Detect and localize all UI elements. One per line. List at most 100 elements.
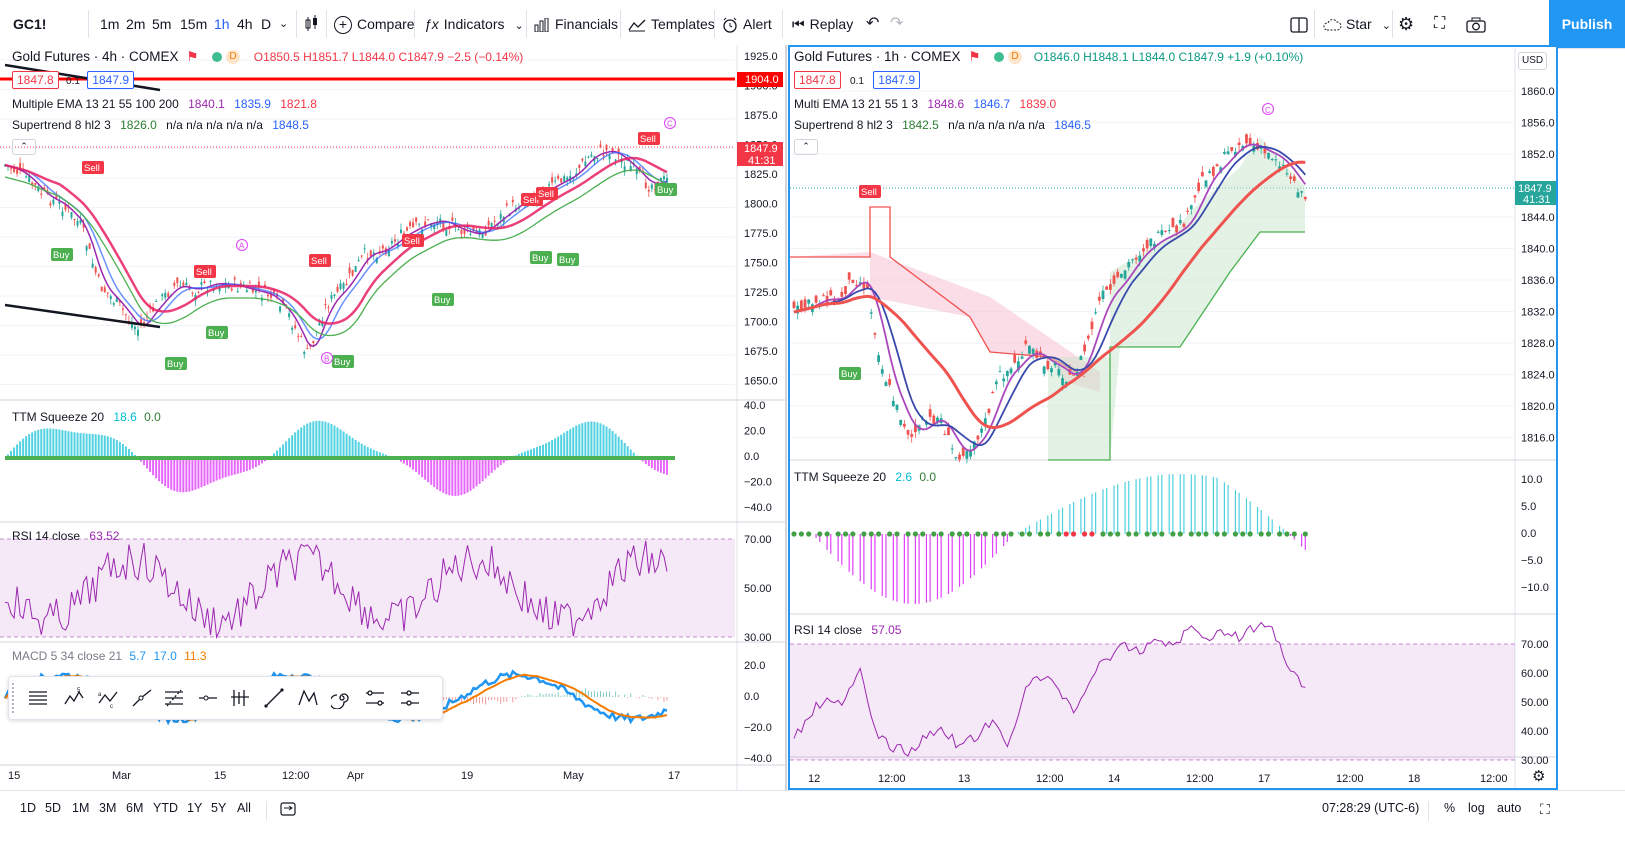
interval-5m[interactable]: 5m [152,16,172,32]
candle-body [1090,321,1094,330]
left-macd-legend[interactable]: MACD 5 34 close 21 5.7 17.0 11.3 [12,648,207,664]
projection-icon[interactable] [131,687,153,709]
left-rsi-legend[interactable]: RSI 14 close 63.52 [12,528,119,544]
red-flag-icon[interactable]: ⚑ [186,49,199,64]
left-chart-canvas[interactable]: 1925.01900.01875.01850.01825.01800.01775… [0,45,785,790]
redo-icon[interactable]: ↷ [890,15,904,32]
alert-button[interactable]: Alert [722,10,772,38]
elliott-wave-abc-icon[interactable]: ac [97,687,119,709]
ttm-squeeze-dot [1126,531,1132,537]
range-All[interactable]: All [237,801,251,815]
chart-style-candles-icon[interactable] [304,10,320,38]
range-1M[interactable]: 1M [72,801,90,815]
financials-button[interactable]: Financials [534,10,618,38]
right-chart-pane[interactable]: 1860.01856.01852.01848.01844.01840.01836… [788,45,1558,790]
candle-body [209,280,212,282]
divider [414,10,415,38]
indicators-button[interactable]: ƒx Indicators ⌄ [424,10,524,38]
layout-menu-button[interactable]: Star ⌄ [1322,10,1391,38]
log-toggle[interactable]: log [1468,801,1485,815]
auto-toggle[interactable]: auto [1497,801,1522,815]
goto-date-icon[interactable] [280,801,296,820]
collapse-legend-chevron-up-icon[interactable]: ⌃ [12,139,36,155]
range-YTD[interactable]: YTD [153,801,178,815]
candle-body [638,166,641,171]
interval-chevron-down-icon[interactable]: ⌄ [279,18,289,30]
compare-button[interactable]: + Compare [334,10,415,38]
right-ttm-legend[interactable]: TTM Squeeze 20 2.6 0.0 [794,469,936,485]
price-range-icon[interactable] [399,687,421,709]
left-ttm-legend[interactable]: TTM Squeeze 20 18.6 0.0 [12,409,161,425]
percent-toggle[interactable]: % [1444,801,1456,815]
candle-body [333,294,336,296]
candle-body [82,223,85,228]
publish-button[interactable]: Publish [1549,0,1625,48]
right-rsi-legend[interactable]: RSI 14 close 57.05 [794,622,901,638]
red-flag-icon[interactable]: ⚑ [968,49,981,64]
xabcd-pattern-icon[interactable] [297,687,319,709]
ask-price[interactable]: 1847.9 [873,71,920,89]
maximize-icon[interactable]: ⛶ [1540,801,1550,817]
interval-2m[interactable]: 2m [126,16,146,32]
trend-line-drawing[interactable] [4,63,161,92]
templates-button[interactable]: Templates [628,10,715,38]
interval-1m[interactable]: 1m [100,16,120,32]
bid-price[interactable]: 1847.8 [794,71,841,89]
undo-icon[interactable]: ↶ [866,15,880,32]
date-price-range-icon[interactable] [364,687,386,709]
trend-line-drawing[interactable] [4,303,161,329]
clock-timezone[interactable]: 07:28:29 (UTC-6) [1322,801,1420,815]
left-chart-pane[interactable]: 1925.01900.01875.01850.01825.01800.01775… [0,45,787,790]
long-position-icon[interactable] [229,687,251,709]
drag-handle[interactable] [12,683,18,713]
candle-body [566,177,569,181]
currency-label[interactable]: USD [1518,52,1548,70]
compare-label: Compare [357,16,415,32]
range-6M[interactable]: 6M [126,801,144,815]
replay-button[interactable]: ⏮ Replay [792,10,853,38]
ttm-name: TTM Squeeze 20 [12,410,105,424]
layout-split-icon[interactable] [1290,10,1308,38]
elliott-wave-12345-icon[interactable]: 5 [63,687,85,709]
left-ema-legend[interactable]: Multiple EMA 13 21 55 100 200 1840.1 183… [12,96,317,112]
ask-price[interactable]: 1847.9 [87,71,134,89]
camera-icon[interactable] [1466,10,1486,38]
right-supertrend-legend[interactable]: Supertrend 8 hl2 3 1842.5 n/a n/a n/a n/… [794,117,1091,133]
divider [526,10,527,38]
right-ema-legend[interactable]: Multi EMA 13 21 55 1 3 1848.6 1846.7 183… [794,96,1056,112]
range-5Y[interactable]: 5Y [211,801,227,815]
horizontal-ray-icon[interactable] [197,687,219,709]
right-chart-canvas[interactable]: 1860.01856.01852.01848.01844.01840.01836… [790,47,1556,788]
fib-retracement-icon[interactable] [163,687,185,709]
scale-settings-gear-icon[interactable]: ⚙ [1532,768,1546,785]
candle-body [650,184,653,189]
range-3M[interactable]: 3M [99,801,117,815]
trend-line-icon[interactable] [263,687,285,709]
candle-body [965,450,969,459]
fullscreen-icon[interactable]: ⛶ [1434,15,1446,32]
interval-15m[interactable]: 15m [180,16,208,32]
candle-body [1222,151,1226,154]
candle-body [294,325,297,329]
candle-body [236,290,239,293]
candle-body [40,193,43,195]
interval-4h[interactable]: 4h [237,16,253,32]
candle-body [1046,360,1050,369]
range-1Y[interactable]: 1Y [187,801,203,815]
ttm-squeeze-dot [876,531,882,537]
interval-1h[interactable]: 1h [214,16,230,32]
candle-body [266,294,269,297]
interval-D[interactable]: D [261,16,272,32]
candle-body [188,286,191,290]
horizontal-lines-icon[interactable] [27,687,49,709]
range-1D[interactable]: 1D [20,801,36,815]
fib-spiral-icon[interactable] [331,687,353,709]
symbol-search[interactable]: GC1! [13,16,47,32]
left-supertrend-legend[interactable]: Supertrend 8 hl2 3 1826.0 n/a n/a n/a n/… [12,117,309,133]
bid-price[interactable]: 1847.8 [12,71,59,89]
candle-body [932,415,936,425]
collapse-legend-chevron-up-icon[interactable]: ⌃ [794,139,818,155]
macd-value-3: 11.3 [184,649,207,663]
range-5D[interactable]: 5D [45,801,61,815]
settings-gear-icon[interactable]: ⚙ [1398,14,1415,34]
